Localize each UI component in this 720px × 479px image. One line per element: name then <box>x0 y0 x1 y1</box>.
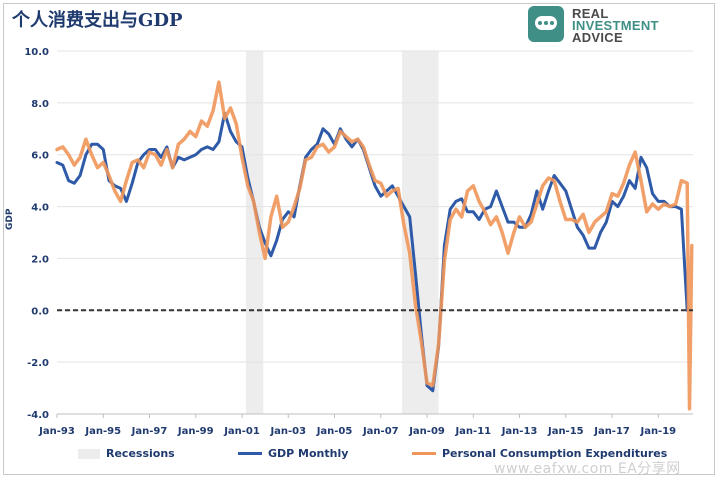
watermark-text: www.eafxw.com EA分享网 <box>494 461 681 477</box>
x-tick-label: Jan-11 <box>454 426 491 437</box>
legend-item-gdp: GDP Monthly <box>238 447 348 460</box>
gdp-swatch <box>238 452 262 455</box>
x-tick-label: Jan-13 <box>501 426 538 437</box>
speech-bubble-icon <box>528 6 564 42</box>
x-tick-label: Jan-15 <box>547 426 584 437</box>
x-tick-label: Jan-05 <box>316 426 353 437</box>
chart-frame <box>3 3 715 475</box>
x-tick-label: Jan-93 <box>38 426 75 437</box>
logo-text: REAL INVESTMENT ADVICE <box>572 6 659 45</box>
pce-line <box>55 80 694 411</box>
x-tick-label: Jan-07 <box>362 426 399 437</box>
y-tick-label: 0.0 <box>31 306 49 317</box>
chart-legend: Recessions GDP Monthly Personal Consumpt… <box>0 447 720 465</box>
y-tick-label: -2.0 <box>27 358 49 369</box>
x-tick-label: Jan-09 <box>408 426 445 437</box>
y-tick-label: 6.0 <box>31 151 49 162</box>
x-tick-label: Jan-03 <box>269 426 306 437</box>
recession-band <box>245 51 264 414</box>
real-investment-advice-logo: REAL INVESTMENT ADVICE <box>528 6 708 46</box>
y-tick-label: 4.0 <box>31 203 49 214</box>
x-tick-label: Jan-97 <box>131 426 168 437</box>
y-tick-label: -4.0 <box>27 410 49 421</box>
y-tick-label: 8.0 <box>31 99 49 110</box>
x-tick-label: Jan-95 <box>84 426 121 437</box>
x-tick-label: Jan-17 <box>593 426 630 437</box>
recession-swatch <box>78 448 100 459</box>
x-tick-label: Jan-99 <box>177 426 214 437</box>
legend-item-recessions: Recessions <box>78 447 175 460</box>
pce-swatch <box>412 452 436 455</box>
x-tick-label: Jan-19 <box>639 426 676 437</box>
legend-item-pce: Personal Consumption Expenditures <box>412 447 667 460</box>
y-tick-label: 2.0 <box>31 254 49 265</box>
page-title: 个人消费支出与GDP <box>12 10 183 31</box>
y-tick-label: 10.0 <box>24 47 49 58</box>
x-tick-label: Jan-01 <box>223 426 260 437</box>
recession-band <box>402 51 439 414</box>
